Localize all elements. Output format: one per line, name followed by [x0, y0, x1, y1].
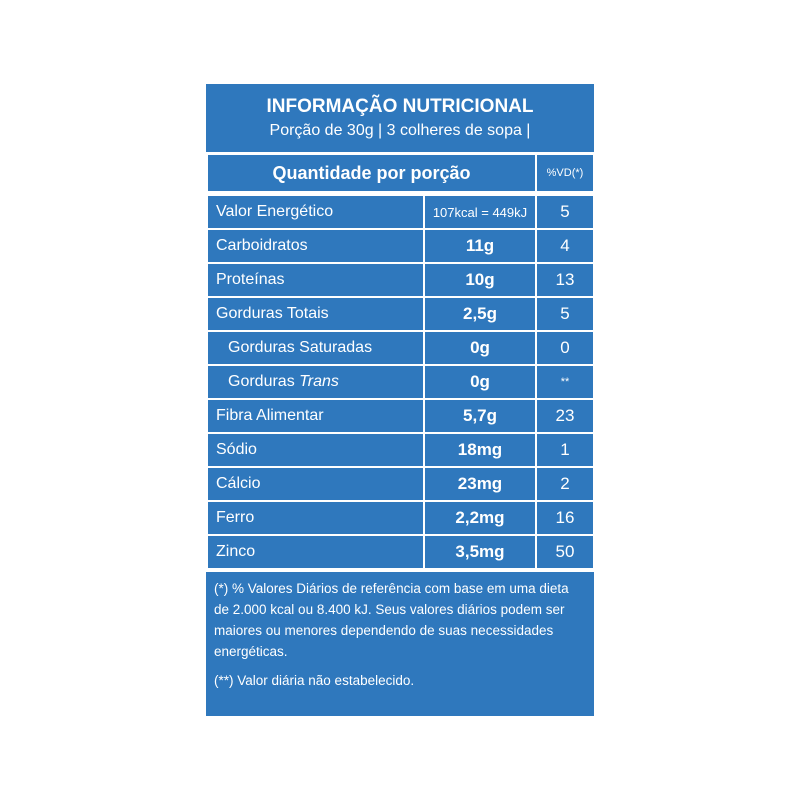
nutrient-name-text: Carboidratos: [216, 237, 308, 254]
nutrient-vd: 2: [537, 468, 593, 500]
nutrient-name: Ferro: [208, 502, 423, 534]
nutrient-vd: 4: [537, 230, 593, 262]
nutrient-name-text: Ferro: [216, 509, 255, 526]
nutrient-name: Gorduras Totais: [208, 298, 423, 330]
nutrient-name-italic: Trans: [299, 373, 339, 390]
nutrition-facts-table: INFORMAÇÃO NUTRICIONAL Porção de 30g | 3…: [206, 84, 594, 716]
nutrient-amount: 107kcal = 449kJ: [425, 196, 535, 228]
nutrient-name: Proteínas: [208, 264, 423, 296]
nutrient-vd: 1: [537, 434, 593, 466]
footnote-not-established: (**) Valor diária não estabelecido.: [214, 673, 415, 688]
nutrient-name: Sódio: [208, 434, 423, 466]
nutrient-name-text: Gorduras Saturadas: [228, 339, 373, 356]
nutrient-vd: 5: [537, 298, 593, 330]
nutrient-vd: **: [537, 366, 593, 398]
header-quantity: Quantidade por porção: [208, 155, 535, 191]
nutrient-vd: 0: [537, 332, 593, 364]
nutrient-amount: 11g: [425, 230, 535, 262]
nutrient-amount: 5,7g: [425, 400, 535, 432]
nutrient-name-text: Valor Energético: [216, 203, 334, 220]
nutrient-name-text: Proteínas: [216, 271, 285, 288]
nutrient-name: Gorduras Trans: [208, 366, 423, 398]
nutrient-amount: 18mg: [425, 434, 535, 466]
nutrient-amount: 0g: [425, 366, 535, 398]
nutrient-name: Gorduras Saturadas: [208, 332, 423, 364]
nutrient-amount: 2,2mg: [425, 502, 535, 534]
nutrient-amount: 0g: [425, 332, 535, 364]
title-box: INFORMAÇÃO NUTRICIONAL Porção de 30g | 3…: [206, 84, 594, 152]
nutrient-amount: 2,5g: [425, 298, 535, 330]
nutrient-name: Cálcio: [208, 468, 423, 500]
nutrient-name-text: Gorduras: [228, 373, 295, 390]
nutrient-amount: 3,5mg: [425, 536, 535, 568]
table-title: INFORMAÇÃO NUTRICIONAL: [266, 96, 534, 117]
nutrient-name: Carboidratos: [208, 230, 423, 262]
serving-size: Porção de 30g | 3 colheres de sopa |: [269, 122, 531, 139]
nutrient-vd: 13: [537, 264, 593, 296]
nutrient-name: Fibra Alimentar: [208, 400, 423, 432]
nutrient-name: Zinco: [208, 536, 423, 568]
nutrient-vd: 16: [537, 502, 593, 534]
nutrient-vd: 5: [537, 196, 593, 228]
nutrient-name-text: Zinco: [216, 543, 256, 560]
nutrient-vd: 50: [537, 536, 593, 568]
header-vd: %VD(*): [537, 155, 593, 191]
nutrient-amount: 10g: [425, 264, 535, 296]
nutrient-name-text: Fibra Alimentar: [216, 407, 324, 424]
footnotes: (*) % Valores Diários de referência com …: [206, 572, 594, 716]
nutrient-name-text: Sódio: [216, 441, 257, 458]
nutrient-vd: 23: [537, 400, 593, 432]
nutrient-name: Valor Energético: [208, 196, 423, 228]
nutrient-amount: 23mg: [425, 468, 535, 500]
footnote-vd: (*) % Valores Diários de referência com …: [214, 581, 569, 659]
nutrient-name-text: Gorduras Totais: [216, 305, 329, 322]
nutrient-name-text: Cálcio: [216, 475, 261, 492]
